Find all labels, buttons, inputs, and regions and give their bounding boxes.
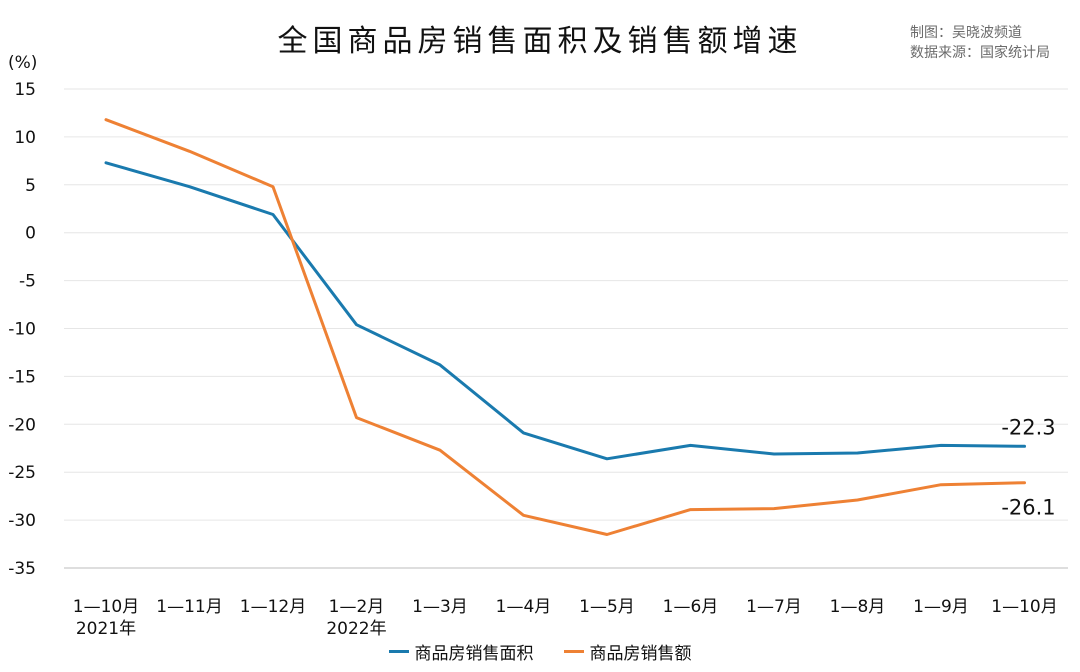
y-tick-label: -15 xyxy=(8,367,36,387)
x-tick-label: 1—9月 xyxy=(913,597,969,617)
y-tick-label: 5 xyxy=(25,176,36,196)
credit-author: 制图：吴晓波频道 xyxy=(910,25,1022,41)
end-value-label: -26.1 xyxy=(1001,496,1055,520)
y-tick-label: 15 xyxy=(14,80,36,100)
legend: 商品房销售面积 商品房销售额 xyxy=(0,639,1080,664)
x-tick-label: 1—6月 xyxy=(663,597,719,617)
x-tick-sublabel: 2021年 xyxy=(76,619,136,639)
y-tick-label: -35 xyxy=(8,559,36,579)
x-tick-sublabel: 2022年 xyxy=(326,619,386,639)
legend-item-area: 商品房销售面积 xyxy=(388,639,534,664)
x-tick-label: 1—7月 xyxy=(746,597,802,617)
legend-swatch-sales xyxy=(563,650,584,653)
x-tick-label: 1—8月 xyxy=(830,597,886,617)
x-tick-label: 1—5月 xyxy=(579,597,635,617)
y-tick-label: -5 xyxy=(19,272,36,292)
y-axis-unit: (%) xyxy=(8,53,37,73)
y-tick-label: -10 xyxy=(8,320,36,340)
y-tick-label: -25 xyxy=(8,463,36,483)
end-value-label: -22.3 xyxy=(1001,415,1055,439)
y-tick-label: 0 xyxy=(25,224,36,244)
y-tick-label: -30 xyxy=(8,511,36,531)
x-tick-label: 1—2月 xyxy=(329,597,385,617)
y-tick-label: -20 xyxy=(8,415,36,435)
x-tick-label: 1—10月 xyxy=(991,597,1057,617)
legend-swatch-area xyxy=(388,650,409,653)
series-line-0 xyxy=(104,161,1026,461)
legend-label-sales: 商品房销售额 xyxy=(589,644,692,664)
x-tick-label: 1—3月 xyxy=(412,597,468,617)
legend-label-area: 商品房销售面积 xyxy=(414,644,534,664)
legend-item-sales: 商品房销售额 xyxy=(563,639,692,664)
chart-title: 全国商品房销售面积及销售额增速 xyxy=(277,24,803,59)
x-tick-label: 1—4月 xyxy=(496,597,552,617)
series-line-1 xyxy=(104,118,1026,536)
credit-source: 数据来源：国家统计局 xyxy=(910,45,1050,61)
y-tick-label: 10 xyxy=(14,128,36,148)
x-tick-label: 1—11月 xyxy=(156,597,222,617)
x-tick-label: 1—10月 xyxy=(73,597,139,617)
x-tick-label: 1—12月 xyxy=(240,597,306,617)
